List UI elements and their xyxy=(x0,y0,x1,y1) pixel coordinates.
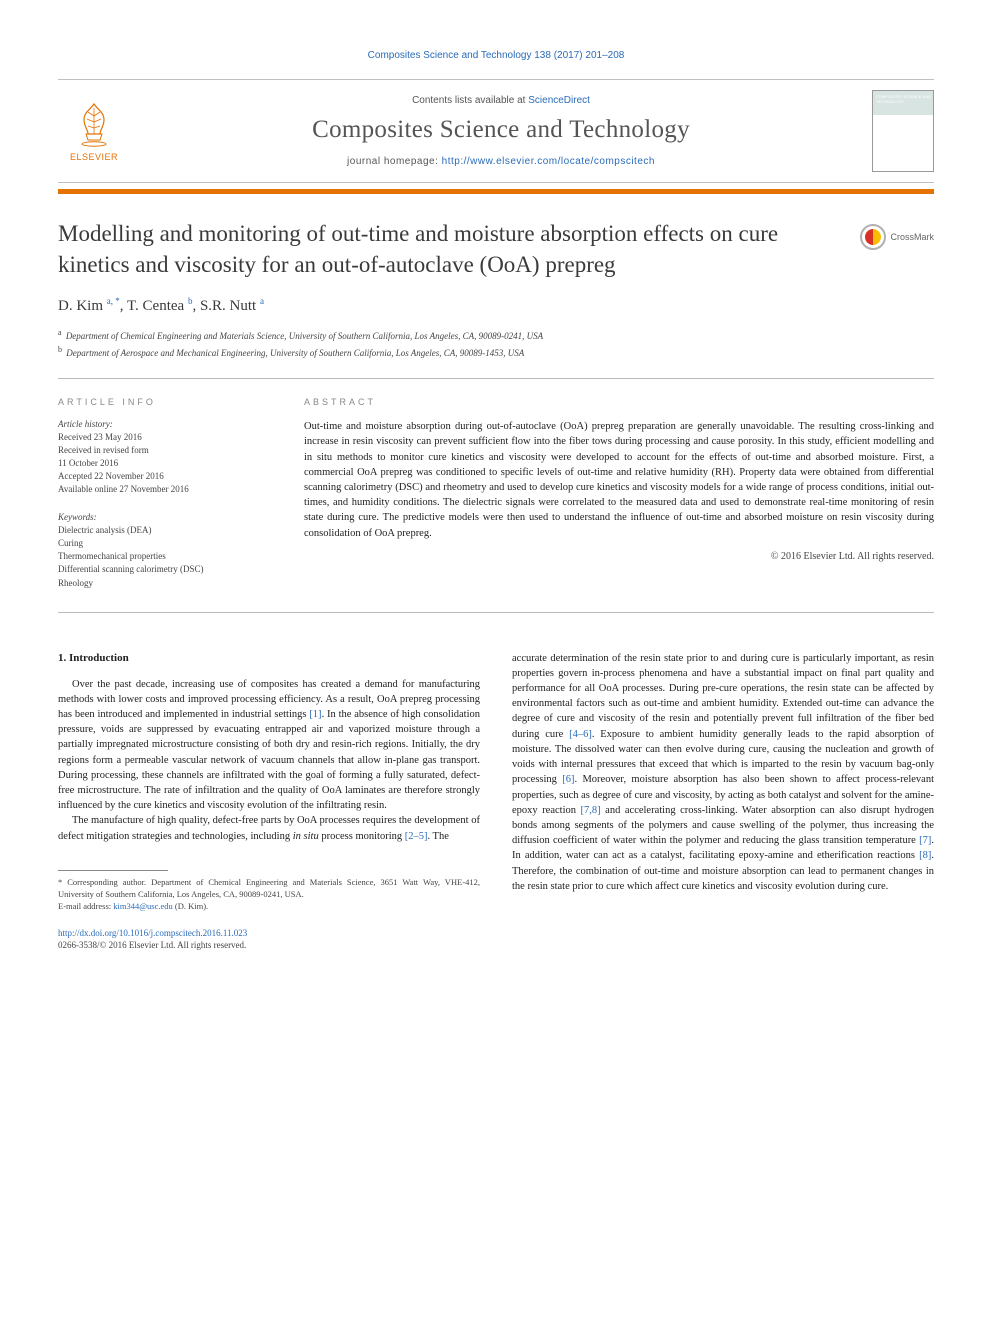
crossmark-badge[interactable]: CrossMark xyxy=(860,224,934,250)
issn-copyright: 0266-3538/© 2016 Elsevier Ltd. All right… xyxy=(58,939,480,952)
journal-masthead: ELSEVIER Contents lists available at Sci… xyxy=(58,79,934,183)
body-column-left: 1. Introduction Over the past decade, in… xyxy=(58,651,480,952)
keyword-item: Thermomechanical properties xyxy=(58,550,266,563)
keyword-item: Dielectric analysis (DEA) xyxy=(58,524,266,537)
article-title: Modelling and monitoring of out-time and… xyxy=(58,218,860,280)
email-footnote: E-mail address: kim344@usc.edu (D. Kim). xyxy=(58,901,480,913)
ref-link[interactable]: [4–6] xyxy=(569,729,592,740)
sciencedirect-link[interactable]: ScienceDirect xyxy=(528,95,590,106)
abstract-text: Out-time and moisture absorption during … xyxy=(304,419,934,541)
doi-link[interactable]: http://dx.doi.org/10.1016/j.compscitech.… xyxy=(58,928,247,938)
affiliations: a Department of Chemical Engineering and… xyxy=(58,327,934,360)
crossmark-icon xyxy=(860,224,886,250)
footnote-rule xyxy=(58,870,168,871)
abstract-heading: ABSTRACT xyxy=(304,397,934,407)
email-label: E-mail address: xyxy=(58,901,113,911)
journal-name: Composites Science and Technology xyxy=(130,116,872,144)
ref-link[interactable]: [1] xyxy=(309,709,321,720)
cover-thumbnail-title: COMPOSITES SCIENCE AND TECHNOLOGY xyxy=(876,95,933,105)
keyword-item: Curing xyxy=(58,537,266,550)
affiliation-line: a Department of Chemical Engineering and… xyxy=(58,327,934,344)
article-info-heading: ARTICLE INFO xyxy=(58,397,266,407)
accent-bar xyxy=(58,189,934,194)
homepage-link[interactable]: http://www.elsevier.com/locate/compscite… xyxy=(442,156,655,167)
journal-cover-thumbnail: COMPOSITES SCIENCE AND TECHNOLOGY xyxy=(872,90,934,172)
history-item: Received 23 May 2016 xyxy=(58,431,266,444)
abstract-copyright: © 2016 Elsevier Ltd. All rights reserved… xyxy=(304,551,934,562)
history-item: 11 October 2016 xyxy=(58,457,266,470)
ref-link[interactable]: [7] xyxy=(919,835,931,846)
intro-paragraph-1: Over the past decade, increasing use of … xyxy=(58,677,480,814)
intro-paragraph-3: accurate determination of the resin stat… xyxy=(512,651,934,895)
homepage-prefix: journal homepage: xyxy=(347,156,442,167)
contents-prefix: Contents lists available at xyxy=(412,95,528,106)
body-column-right: accurate determination of the resin stat… xyxy=(512,651,934,952)
author-email-link[interactable]: kim344@usc.edu xyxy=(113,901,173,911)
affiliation-line: b Department of Aerospace and Mechanical… xyxy=(58,344,934,361)
history-item: Available online 27 November 2016 xyxy=(58,483,266,496)
publisher-logo-block: ELSEVIER xyxy=(58,100,130,162)
ref-link[interactable]: [2–5] xyxy=(405,831,428,842)
author-list: D. Kim a, *, T. Centea b, S.R. Nutt a xyxy=(58,296,934,315)
intro-paragraph-2: The manufacture of high quality, defect-… xyxy=(58,813,480,843)
keyword-item: Differential scanning calorimetry (DSC) xyxy=(58,563,266,576)
corresponding-author-note: * Corresponding author. Department of Ch… xyxy=(58,877,480,901)
history-label: Article history: xyxy=(58,419,266,429)
email-paren: (D. Kim). xyxy=(173,901,208,911)
journal-homepage: journal homepage: http://www.elsevier.co… xyxy=(130,156,872,167)
contents-available: Contents lists available at ScienceDirec… xyxy=(130,95,872,106)
ref-link[interactable]: [8] xyxy=(919,850,931,861)
ref-link[interactable]: [7,8] xyxy=(581,805,601,816)
article-info-column: ARTICLE INFO Article history: Received 2… xyxy=(58,397,266,589)
publisher-label: ELSEVIER xyxy=(70,152,118,162)
keyword-item: Rheology xyxy=(58,577,266,590)
history-item: Received in revised form xyxy=(58,444,266,457)
ref-link[interactable]: [6] xyxy=(562,774,574,785)
crossmark-label: CrossMark xyxy=(890,232,934,242)
section-heading-intro: 1. Introduction xyxy=(58,651,480,667)
abstract-column: ABSTRACT Out-time and moisture absorptio… xyxy=(304,397,934,589)
keywords-label: Keywords: xyxy=(58,512,266,522)
elsevier-tree-icon xyxy=(70,100,118,148)
citation-reference: Composites Science and Technology 138 (2… xyxy=(58,50,934,61)
history-item: Accepted 22 November 2016 xyxy=(58,470,266,483)
